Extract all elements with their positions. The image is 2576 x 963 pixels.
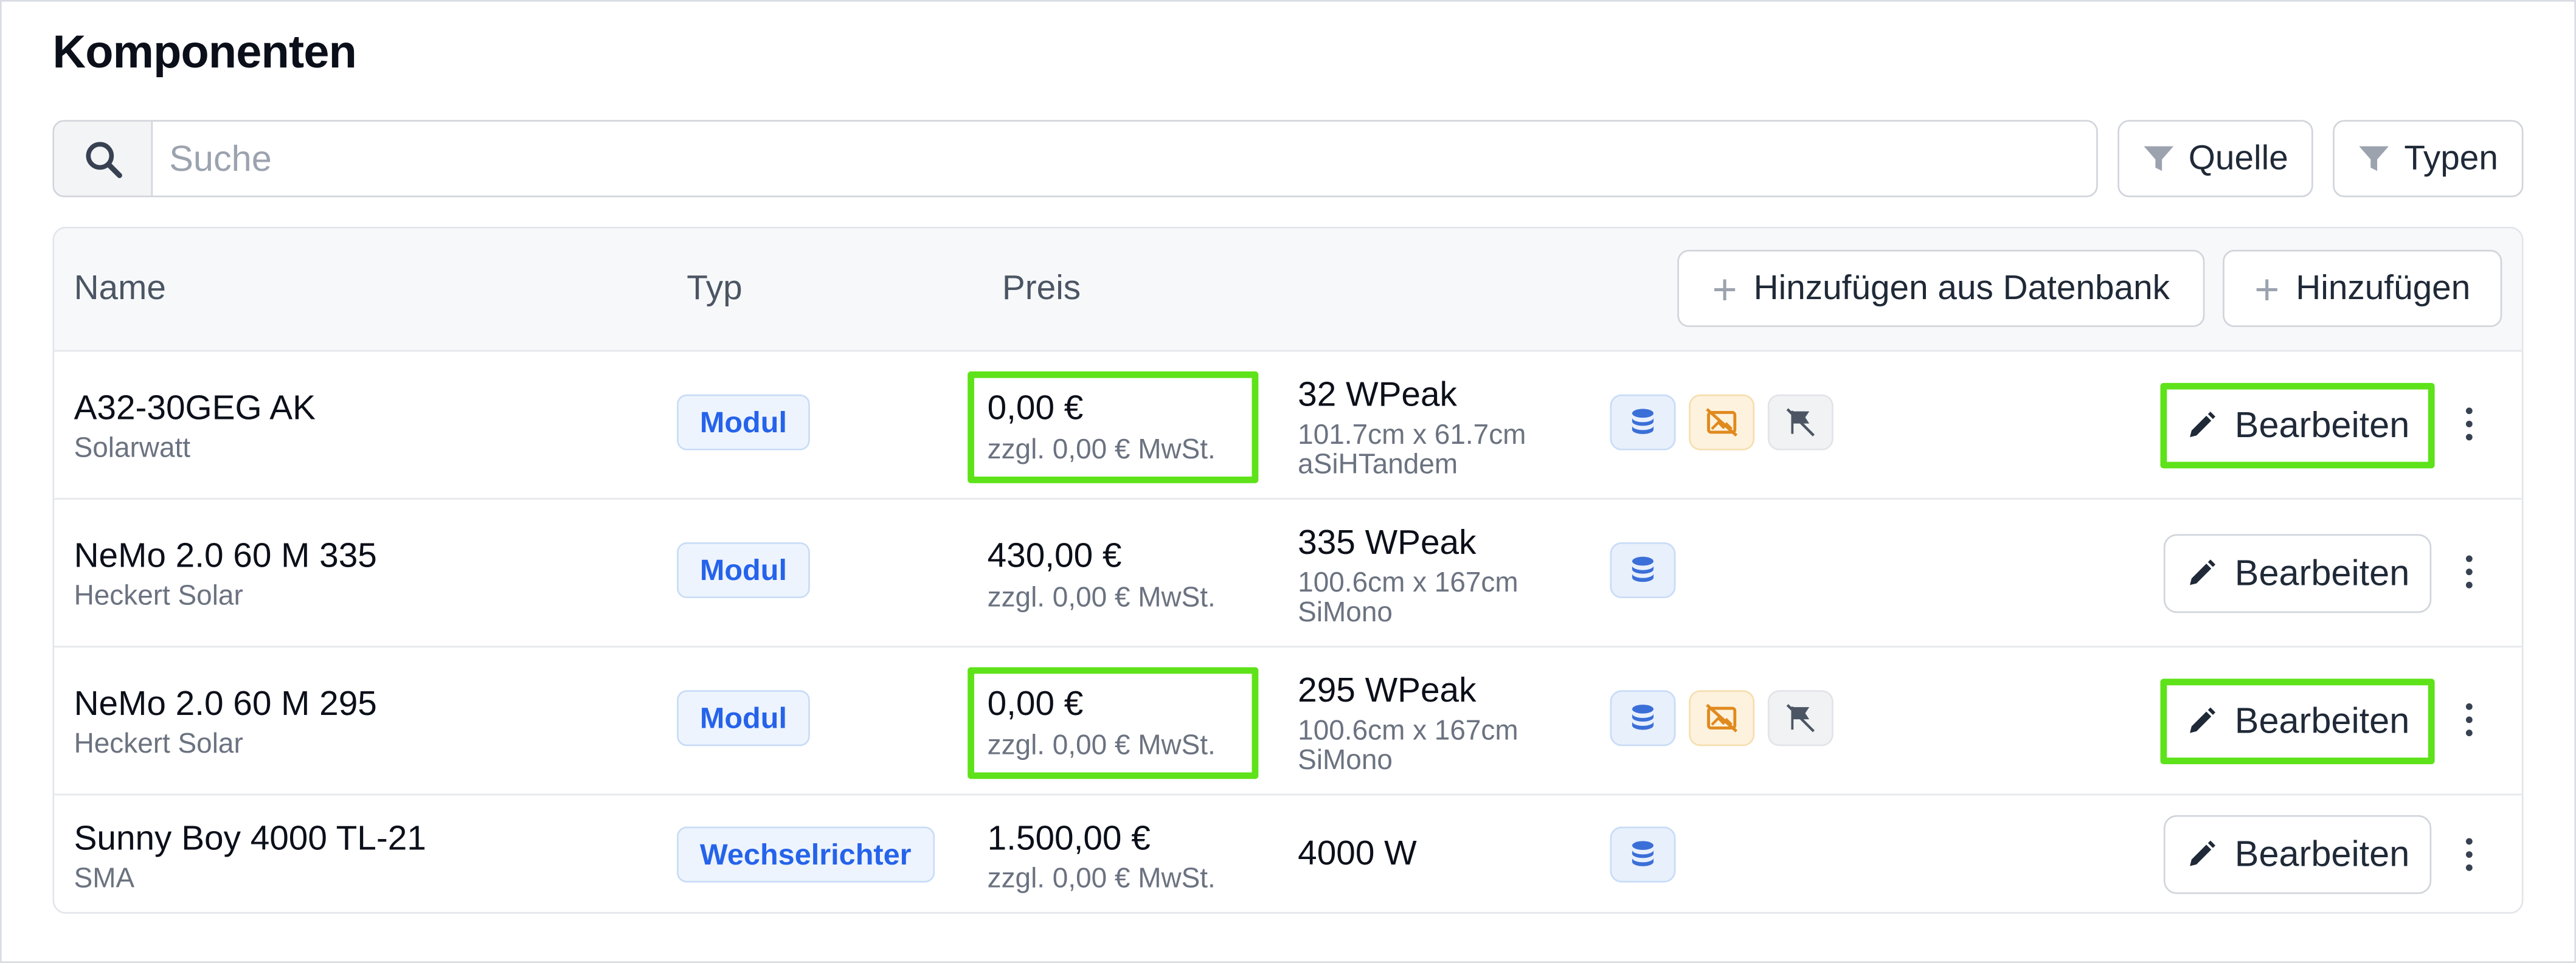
component-dimensions: 100.6cm x 167cm	[1298, 567, 1518, 598]
component-manufacturer: Solarwatt	[74, 432, 191, 464]
source-filter-button[interactable]: Quelle	[2117, 120, 2313, 198]
component-tax: zzgl. 0,00 € MwSt.	[987, 730, 1216, 761]
edit-label: Bearbeiten	[2234, 700, 2410, 742]
more-options-icon[interactable]	[2454, 695, 2484, 744]
database-icon[interactable]	[1610, 394, 1676, 450]
search-bar	[52, 120, 2098, 198]
pencil-icon	[2190, 412, 2216, 438]
component-manufacturer: Heckert Solar	[74, 580, 243, 612]
column-header-name[interactable]: Name	[74, 269, 166, 308]
component-cell-type: SiMono	[1298, 596, 1393, 628]
edit-label: Bearbeiten	[2234, 833, 2410, 875]
column-header-price[interactable]: Preis	[1002, 269, 1081, 308]
table-row[interactable]: Sunny Boy 4000 TL-21 SMA Wechselrichter …	[54, 794, 2522, 913]
component-price: 0,00 €	[987, 685, 1084, 723]
component-power: 32 WPeak	[1298, 376, 1457, 415]
pencil-icon	[2190, 559, 2216, 585]
highlight-box	[968, 667, 1259, 779]
database-icon[interactable]	[1610, 690, 1676, 747]
table-header: Name Typ Preis + Hinzufügen aus Datenban…	[54, 228, 2522, 352]
funnel-icon	[2360, 145, 2390, 170]
types-filter-label: Typen	[2404, 139, 2498, 177]
type-badge: Modul	[677, 394, 810, 450]
edit-button[interactable]: Bearbeiten	[2163, 815, 2432, 894]
type-badge: Modul	[677, 690, 810, 747]
type-badge: Modul	[677, 542, 810, 598]
flag-off-icon[interactable]	[1767, 690, 1833, 747]
column-header-type[interactable]: Typ	[687, 269, 743, 308]
table-row[interactable]: NeMo 2.0 60 M 335 Heckert Solar Modul 43…	[54, 498, 2522, 648]
add-button[interactable]: + Hinzufügen	[2223, 249, 2502, 327]
component-name[interactable]: NeMo 2.0 60 M 295	[74, 685, 377, 723]
database-icon[interactable]	[1610, 826, 1676, 883]
component-name[interactable]: Sunny Boy 4000 TL-21	[74, 820, 426, 858]
component-dimensions: 101.7cm x 61.7cm	[1298, 419, 1526, 450]
page-title: Komponenten	[52, 26, 357, 78]
database-icon[interactable]	[1610, 542, 1676, 598]
plus-icon: +	[1712, 263, 1737, 313]
edit-button[interactable]: Bearbeiten	[2160, 382, 2435, 469]
component-name[interactable]: NeMo 2.0 60 M 335	[74, 537, 377, 576]
add-from-database-button[interactable]: + Hinzufügen aus Datenbank	[1677, 249, 2205, 327]
plus-icon: +	[2254, 263, 2280, 313]
component-power: 295 WPeak	[1298, 672, 1477, 710]
edit-label: Bearbeiten	[2234, 552, 2410, 593]
table-row[interactable]: NeMo 2.0 60 M 295 Heckert Solar Modul 0,…	[54, 646, 2522, 796]
component-tax: zzgl. 0,00 € MwSt.	[987, 863, 1216, 894]
funnel-icon	[2144, 145, 2174, 170]
component-power: 4000 W	[1298, 835, 1417, 873]
component-manufacturer: Heckert Solar	[74, 728, 243, 759]
component-cell-type: aSiHTandem	[1298, 448, 1458, 480]
add-from-database-label: Hinzufügen aus Datenbank	[1753, 268, 2170, 307]
more-options-icon[interactable]	[2454, 547, 2484, 596]
component-tax: zzgl. 0,00 € MwSt.	[987, 581, 1216, 613]
component-dimensions: 100.6cm x 167cm	[1298, 714, 1518, 747]
flag-off-icon[interactable]	[1767, 394, 1833, 450]
component-tax: zzgl. 0,00 € MwSt.	[987, 433, 1216, 465]
edit-button[interactable]: Bearbeiten	[2160, 678, 2435, 764]
source-filter-label: Quelle	[2188, 139, 2288, 177]
image-off-icon[interactable]	[1689, 394, 1755, 450]
types-filter-button[interactable]: Typen	[2333, 120, 2524, 198]
component-power: 335 WPeak	[1298, 524, 1477, 562]
pencil-icon	[2190, 840, 2216, 866]
search-icon[interactable]	[54, 122, 153, 196]
component-cell-type: SiMono	[1298, 744, 1393, 776]
type-badge: Wechselrichter	[677, 826, 935, 883]
edit-button[interactable]: Bearbeiten	[2163, 534, 2432, 613]
component-manufacturer: SMA	[74, 863, 135, 894]
highlight-box	[968, 371, 1259, 483]
pencil-icon	[2190, 707, 2216, 733]
more-options-icon[interactable]	[2454, 399, 2484, 449]
component-price: 0,00 €	[987, 389, 1084, 427]
component-name[interactable]: A32-30GEG AK	[74, 389, 316, 427]
image-off-icon[interactable]	[1689, 690, 1755, 747]
components-table: Name Typ Preis + Hinzufügen aus Datenban…	[52, 227, 2524, 914]
component-price: 1.500,00 €	[987, 820, 1151, 858]
table-row[interactable]: A32-30GEG AK Solarwatt Modul 0,00 € zzgl…	[54, 350, 2522, 500]
add-label: Hinzufügen	[2296, 268, 2471, 307]
component-price: 430,00 €	[987, 537, 1122, 576]
more-options-icon[interactable]	[2454, 830, 2484, 879]
search-input[interactable]	[153, 122, 2097, 196]
edit-label: Bearbeiten	[2234, 404, 2410, 446]
